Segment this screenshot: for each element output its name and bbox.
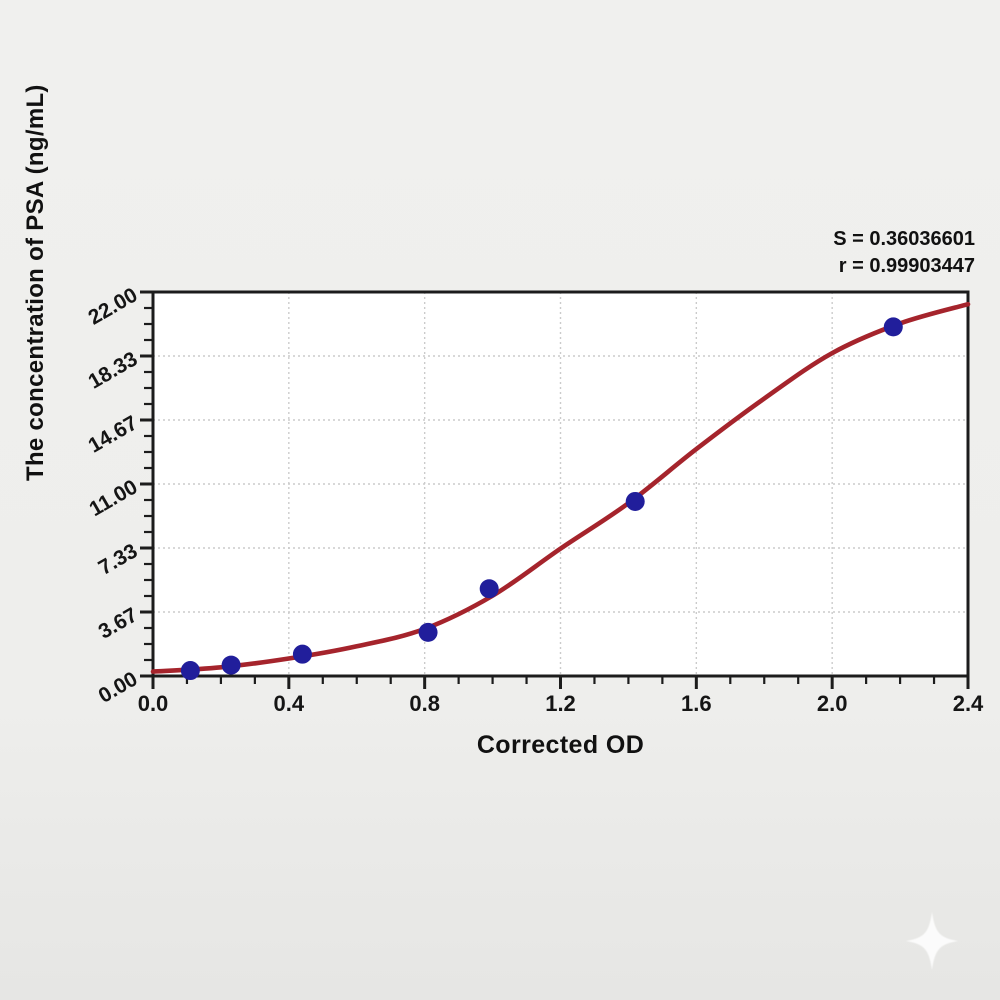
x-tick-label: 0.4 — [274, 691, 305, 716]
y-tick-label: 22.00 — [84, 283, 141, 329]
x-tick-label: 0.8 — [409, 691, 440, 716]
x-tick-label: 2.0 — [817, 691, 848, 716]
x-tick-label: 1.2 — [545, 691, 576, 716]
r-value-text: r = 0.99903447 — [838, 255, 975, 277]
y-tick-label: 3.67 — [95, 603, 142, 643]
y-tick-label: 11.00 — [85, 475, 141, 521]
data-point — [221, 655, 241, 675]
data-point — [625, 491, 645, 511]
fit-curve — [150, 301, 971, 674]
x-tick-label: 1.6 — [681, 691, 712, 716]
sparkle-star-icon — [906, 912, 958, 970]
y-tick-label: 7.33 — [95, 539, 142, 579]
data-point — [479, 579, 499, 599]
y-tick-label: 18.33 — [84, 347, 141, 393]
x-tick-label: 2.4 — [953, 691, 984, 716]
data-point — [883, 317, 903, 337]
s-value-text: S = 0.36036601 — [833, 228, 975, 250]
x-axis-title: Corrected OD — [476, 731, 645, 759]
data-point — [180, 661, 200, 681]
data-point — [292, 644, 312, 664]
y-tick-label: 14.67 — [84, 411, 141, 457]
x-tick-label: 0.0 — [138, 691, 169, 716]
fit-statistics: S = 0.36036601 r = 0.99903447 — [833, 226, 975, 280]
data-point — [418, 622, 438, 642]
y-tick-label: 0.00 — [95, 667, 142, 707]
